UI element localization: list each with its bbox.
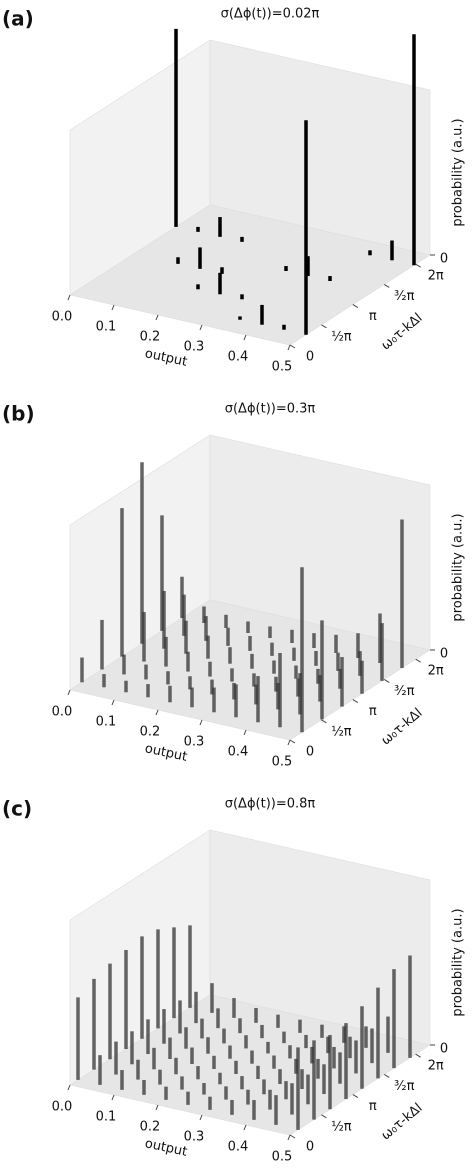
y-tick bbox=[383, 283, 390, 288]
y-tick-label: 0 bbox=[306, 350, 314, 365]
y-tick bbox=[352, 304, 359, 309]
x-tick-label: 0.0 bbox=[52, 705, 73, 720]
y-tick-label: 2π bbox=[428, 269, 444, 284]
z-axis-label: probability (a.u.) bbox=[451, 908, 466, 1016]
z-tick-label: 0 bbox=[440, 1042, 448, 1057]
y-tick bbox=[383, 1073, 390, 1078]
y-tick bbox=[321, 719, 327, 724]
x-tick-label: 0.2 bbox=[140, 725, 161, 740]
z-axis-label: probability (a.u.) bbox=[451, 118, 466, 226]
x-tick-label: 0.2 bbox=[140, 330, 161, 345]
panel-label: (c) bbox=[2, 797, 32, 821]
y-tick bbox=[415, 1053, 421, 1058]
x-tick bbox=[67, 294, 71, 301]
x-tick-label: 0.4 bbox=[228, 350, 249, 365]
chart-title: σ(Δϕ(t))=0.3π bbox=[225, 402, 316, 417]
x-tick-label: 0.4 bbox=[228, 745, 249, 760]
x-tick-label: 0.5 bbox=[272, 1150, 293, 1165]
y-tick bbox=[289, 1134, 296, 1139]
y-axis-label: ω₀τ-kΔl bbox=[379, 1101, 426, 1144]
x-tick bbox=[287, 344, 291, 351]
x-tick bbox=[111, 304, 115, 311]
x-tick bbox=[243, 729, 247, 736]
x-tick bbox=[111, 1094, 115, 1101]
x-tick-label: 0.1 bbox=[96, 320, 117, 335]
y-tick-label: ½π bbox=[331, 329, 352, 344]
y-tick bbox=[321, 324, 327, 329]
y-tick-label: 0 bbox=[306, 1140, 314, 1155]
z-axis-label: probability (a.u.) bbox=[451, 513, 466, 621]
x-tick bbox=[155, 1104, 159, 1111]
x-tick-label: 0.5 bbox=[272, 360, 293, 375]
y-tick bbox=[415, 658, 421, 663]
y-tick bbox=[289, 344, 296, 349]
y-tick-label: ³⁄₂π bbox=[394, 289, 415, 304]
y-tick-label: 0 bbox=[306, 745, 314, 760]
x-axis-label: output bbox=[143, 346, 188, 370]
x-tick-label: 0.0 bbox=[52, 310, 73, 325]
z-tick-label: 0 bbox=[440, 647, 448, 662]
y-tick bbox=[352, 1094, 359, 1099]
y-tick bbox=[383, 678, 390, 683]
x-tick-label: 0.3 bbox=[184, 735, 205, 750]
x-tick-label: 0.5 bbox=[272, 755, 293, 770]
y-tick-label: ½π bbox=[331, 724, 352, 739]
x-tick-label: 0.3 bbox=[184, 1130, 205, 1145]
panel-label: (a) bbox=[2, 7, 34, 31]
x-tick bbox=[243, 334, 247, 341]
chart-title: σ(Δϕ(t))=0.02π bbox=[221, 7, 320, 22]
y-tick-label: ½π bbox=[331, 1119, 352, 1134]
x-tick bbox=[67, 689, 71, 696]
y-tick-label: ³⁄₂π bbox=[394, 1079, 415, 1094]
y-tick bbox=[321, 1114, 327, 1119]
x-tick bbox=[243, 1124, 247, 1131]
y-tick-label: ³⁄₂π bbox=[394, 684, 415, 699]
x-tick-label: 0.1 bbox=[96, 1110, 117, 1125]
x-axis-label: output bbox=[143, 741, 188, 765]
x-tick bbox=[111, 699, 115, 706]
y-tick-label: π bbox=[369, 1099, 377, 1114]
x-tick-label: 0.3 bbox=[184, 340, 205, 355]
z-tick-label: 0 bbox=[440, 252, 448, 267]
x-tick-label: 0.2 bbox=[140, 1120, 161, 1135]
x-tick bbox=[155, 709, 159, 716]
y-tick bbox=[415, 263, 421, 268]
x-tick bbox=[199, 324, 203, 331]
x-tick bbox=[199, 1114, 203, 1121]
y-axis-label: ω₀τ-kΔl bbox=[379, 311, 426, 354]
y-tick-label: π bbox=[369, 704, 377, 719]
x-tick bbox=[155, 314, 159, 321]
x-axis-label: output bbox=[143, 1136, 188, 1160]
x-tick bbox=[287, 739, 291, 746]
x-tick-label: 0.1 bbox=[96, 715, 117, 730]
y-tick bbox=[352, 699, 359, 704]
x-tick bbox=[287, 1134, 291, 1141]
y-tick bbox=[289, 739, 296, 744]
x-tick bbox=[199, 719, 203, 726]
y-tick-label: 2π bbox=[428, 1059, 444, 1074]
y-axis-label: ω₀τ-kΔl bbox=[379, 706, 426, 749]
x-tick-label: 0.4 bbox=[228, 1140, 249, 1155]
x-tick bbox=[67, 1084, 71, 1091]
chart-title: σ(Δϕ(t))=0.8π bbox=[225, 797, 316, 812]
y-tick-label: 2π bbox=[428, 664, 444, 679]
panel-label: (b) bbox=[2, 402, 35, 426]
x-tick-label: 0.0 bbox=[52, 1100, 73, 1115]
y-tick-label: π bbox=[369, 309, 377, 324]
